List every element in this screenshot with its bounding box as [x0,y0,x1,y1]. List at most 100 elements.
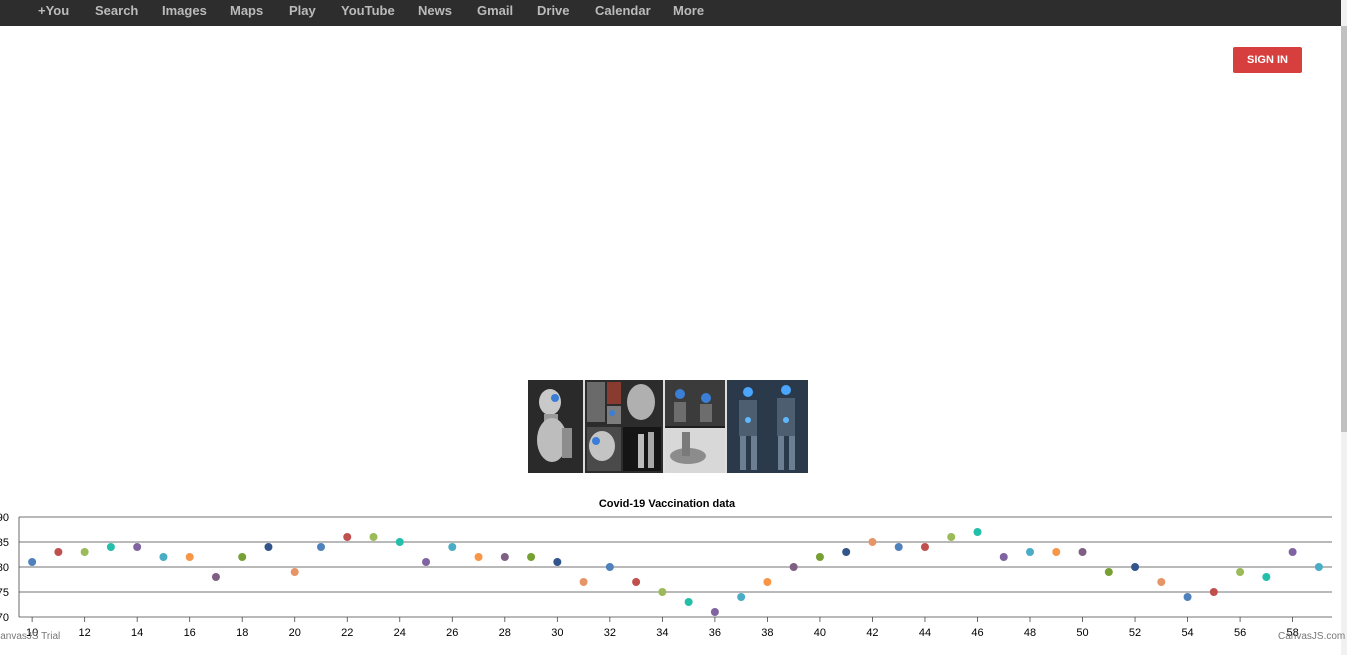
data-point[interactable] [316,543,325,551]
data-point[interactable] [999,553,1008,561]
x-tick-label: 48 [1024,627,1036,639]
data-point[interactable] [789,563,798,571]
data-point[interactable] [815,553,824,561]
data-point[interactable] [632,578,641,586]
vertical-scrollbar[interactable] [1341,0,1347,655]
x-tick-label: 16 [184,627,196,639]
x-tick-label: 28 [499,627,511,639]
x-tick-label: 12 [79,627,91,639]
data-point[interactable] [710,608,719,616]
x-tick-label: 22 [341,627,353,639]
nav-maps[interactable]: Maps [230,3,264,18]
data-point[interactable] [343,533,352,541]
y-tick-label: 75 [0,587,9,599]
data-point[interactable] [290,568,299,576]
data-point[interactable] [500,553,509,561]
nav-gmail[interactable]: Gmail [477,3,514,18]
canvasjs-site-credit[interactable]: CanvasJS.com [1278,631,1346,642]
x-tick-label: 26 [446,627,458,639]
y-tick-label: 90 [0,512,9,524]
x-tick-label: 34 [656,627,668,639]
data-point[interactable] [1026,548,1035,556]
data-point[interactable] [1209,588,1218,596]
x-tick-label: 10 [26,627,38,639]
data-point[interactable] [54,548,63,556]
top-navigation-bar: +You Search Images Maps Play YouTube New… [0,0,1341,26]
data-point[interactable] [684,598,693,606]
data-point[interactable] [369,533,378,541]
y-axis-labels: 70 75 80 85 90 [0,512,9,624]
data-point[interactable] [1104,568,1113,576]
data-point[interactable] [185,553,194,561]
x-tick-label: 38 [761,627,773,639]
chart-title: Covid-19 Vaccination data [599,498,736,510]
data-point[interactable] [973,528,982,536]
x-tick-label: 58 [1286,627,1298,639]
nav-calendar[interactable]: Calendar [595,3,651,18]
data-point[interactable] [1183,593,1192,601]
data-point[interactable] [1157,578,1166,586]
nav-search[interactable]: Search [95,3,139,18]
x-tick-label: 46 [971,627,983,639]
x-tick-label: 52 [1129,627,1141,639]
y-tick-label: 85 [0,537,9,549]
data-point[interactable] [920,543,929,551]
data-point[interactable] [658,588,667,596]
nav-play[interactable]: Play [289,3,316,18]
data-point[interactable] [448,543,457,551]
data-point[interactable] [1236,568,1245,576]
x-axis-labels: 10 12 14 16 18 20 22 24 26 28 30 32 34 36 38 40 42 44 46 48… [26,627,1299,639]
x-tick-label: 56 [1234,627,1246,639]
data-point[interactable] [894,543,903,551]
nav-more[interactable]: More [673,3,705,18]
data-point[interactable] [1052,548,1061,556]
data-point[interactable] [553,558,562,566]
x-tick-label: 18 [236,627,248,639]
data-point[interactable] [947,533,956,541]
sign-in-button[interactable]: SIGN IN [1233,47,1302,73]
data-point[interactable] [579,578,588,586]
robot-image-collage [528,380,808,473]
data-point[interactable] [737,593,746,601]
data-point[interactable] [80,548,89,556]
data-point[interactable] [868,538,877,546]
x-tick-label: 42 [866,627,878,639]
nav-images[interactable]: Images [162,3,207,18]
x-tick-label: 44 [919,627,931,639]
data-point[interactable] [1262,573,1271,581]
x-tick-label: 54 [1181,627,1193,639]
data-point[interactable] [106,543,115,551]
x-tick-label: 14 [131,627,143,639]
data-point[interactable] [238,553,247,561]
scatter-chart: Covid-19 Vaccination data 70 75 80 85 90 10 1… [0,498,1332,639]
data-point[interactable] [133,543,142,551]
data-point[interactable] [1288,548,1297,556]
data-point[interactable] [1314,563,1323,571]
data-point[interactable] [264,543,273,551]
chart-gridlines [18,516,1332,622]
data-point[interactable] [1078,548,1087,556]
data-point[interactable] [211,573,220,581]
x-tick-label: 40 [814,627,826,639]
nav-youtube[interactable]: YouTube [341,3,395,18]
y-tick-label: 80 [0,562,9,574]
data-point[interactable] [474,553,483,561]
y-tick-label: 70 [0,612,9,624]
scrollbar-thumb[interactable] [1341,26,1347,432]
data-point[interactable] [422,558,431,566]
data-point[interactable] [605,563,614,571]
x-tick-label: 32 [604,627,616,639]
data-point[interactable] [395,538,404,546]
data-point[interactable] [159,553,168,561]
nav-you[interactable]: +You [38,3,70,18]
x-tick-label: 20 [289,627,301,639]
data-point[interactable] [527,553,536,561]
data-point[interactable] [842,548,851,556]
nav-news[interactable]: News [418,3,452,18]
x-tick-label: 30 [551,627,563,639]
canvasjs-trial-credit: CanvasJS Trial [0,631,61,642]
data-point[interactable] [28,558,37,566]
nav-drive[interactable]: Drive [537,3,570,18]
data-point[interactable] [1131,563,1140,571]
data-point[interactable] [763,578,772,586]
